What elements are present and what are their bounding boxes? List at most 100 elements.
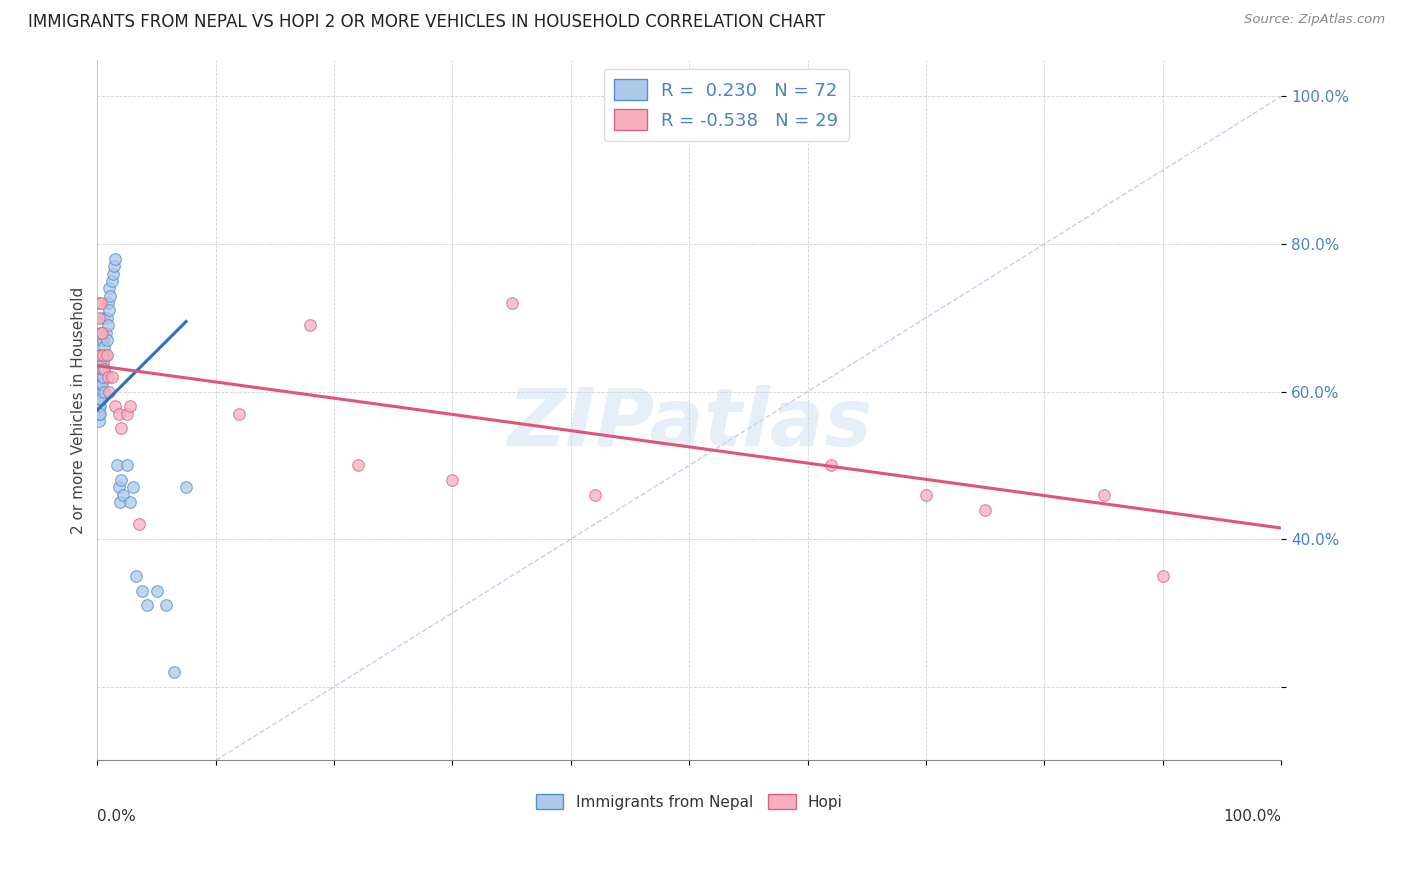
Point: [120, 495, 142, 509]
Point: [90, 348, 112, 362]
Point: [89, 355, 111, 369]
Point: [91, 326, 114, 340]
Point: [346, 458, 368, 473]
Point: [91, 348, 114, 362]
Point: [89, 400, 111, 414]
Point: [163, 665, 186, 679]
Point: [820, 458, 842, 473]
Point: [90, 362, 112, 376]
Point: [90, 377, 112, 392]
Point: [96, 348, 118, 362]
Point: [87, 377, 110, 392]
Point: [107, 458, 129, 473]
Point: [87, 400, 110, 414]
Point: [115, 407, 138, 421]
Point: [125, 569, 148, 583]
Point: [90, 296, 112, 310]
Point: [974, 502, 997, 516]
Point: [174, 480, 197, 494]
Point: [91, 369, 114, 384]
Point: [107, 407, 129, 421]
Point: [583, 488, 606, 502]
Point: [104, 252, 127, 266]
Point: [108, 495, 131, 509]
Point: [89, 407, 111, 421]
Point: [100, 288, 122, 302]
Point: [101, 267, 124, 281]
Point: [87, 296, 110, 310]
Point: [87, 310, 110, 325]
Point: [97, 369, 120, 384]
Point: [121, 480, 143, 494]
Point: [87, 407, 110, 421]
Point: [136, 599, 159, 613]
Point: [89, 392, 111, 406]
Text: ZIPatlas: ZIPatlas: [506, 385, 872, 463]
Point: [131, 583, 153, 598]
Point: [87, 362, 110, 376]
Point: [98, 281, 121, 295]
Point: [501, 296, 523, 310]
Point: [87, 392, 110, 406]
Point: [93, 362, 115, 376]
Point: [93, 384, 115, 399]
Point: [94, 326, 117, 340]
Point: [110, 473, 132, 487]
Point: [103, 259, 125, 273]
Point: [104, 400, 127, 414]
Text: 0.0%: 0.0%: [97, 809, 136, 824]
Point: [90, 392, 112, 406]
Point: [87, 377, 110, 392]
Point: [91, 333, 114, 347]
Point: [97, 296, 120, 310]
Text: 100.0%: 100.0%: [1223, 809, 1281, 824]
Point: [89, 348, 111, 362]
Legend: Immigrants from Nepal, Hopi: Immigrants from Nepal, Hopi: [530, 788, 849, 816]
Point: [89, 377, 111, 392]
Text: IMMIGRANTS FROM NEPAL VS HOPI 2 OR MORE VEHICLES IN HOUSEHOLD CORRELATION CHART: IMMIGRANTS FROM NEPAL VS HOPI 2 OR MORE …: [28, 13, 825, 31]
Point: [441, 473, 464, 487]
Point: [112, 488, 135, 502]
Y-axis label: 2 or more Vehicles in Household: 2 or more Vehicles in Household: [72, 286, 86, 533]
Point: [87, 369, 110, 384]
Point: [299, 318, 322, 333]
Point: [228, 407, 250, 421]
Point: [87, 384, 110, 399]
Point: [90, 384, 112, 399]
Point: [145, 583, 167, 598]
Point: [87, 407, 110, 421]
Point: [155, 599, 177, 613]
Point: [107, 480, 129, 494]
Point: [100, 369, 122, 384]
Point: [89, 348, 111, 362]
Point: [120, 400, 142, 414]
Point: [93, 340, 115, 354]
Point: [89, 369, 111, 384]
Point: [110, 421, 132, 435]
Point: [1152, 569, 1174, 583]
Point: [87, 392, 110, 406]
Point: [89, 362, 111, 376]
Point: [98, 303, 121, 318]
Point: [91, 348, 114, 362]
Point: [1092, 488, 1115, 502]
Point: [87, 369, 110, 384]
Point: [91, 310, 114, 325]
Point: [90, 369, 112, 384]
Point: [87, 400, 110, 414]
Point: [94, 348, 117, 362]
Point: [87, 384, 110, 399]
Point: [915, 488, 938, 502]
Point: [91, 377, 114, 392]
Point: [89, 384, 111, 399]
Point: [115, 458, 138, 473]
Point: [87, 414, 110, 428]
Point: [93, 362, 115, 376]
Point: [90, 333, 112, 347]
Point: [91, 326, 114, 340]
Point: [128, 517, 150, 532]
Point: [97, 318, 120, 333]
Point: [87, 384, 110, 399]
Point: [87, 400, 110, 414]
Point: [91, 362, 114, 376]
